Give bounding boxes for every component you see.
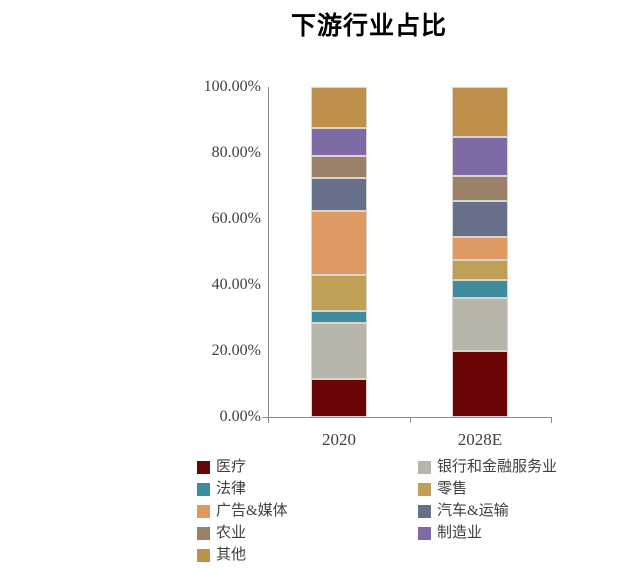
bar-segment-农业 [452,176,508,201]
legend-swatch-icon [197,483,210,496]
y-axis-line [268,87,269,418]
legend-label: 银行和金融服务业 [437,459,558,475]
legend-swatch-icon [418,461,431,474]
bar-segment-零售 [452,260,508,281]
bar-segment-零售 [311,275,367,312]
legend-label: 制造业 [437,525,483,541]
legend-swatch-icon [418,505,431,518]
legend-label: 广告&媒体 [216,503,288,519]
y-axis-tick-label: 100.00% [203,78,261,95]
y-axis-tick-label: 20.00% [211,342,261,359]
legend-swatch-icon [197,527,210,540]
bar-segment-银行和金融服务业 [452,298,508,351]
bar-segment-其他 [452,87,508,137]
stacked-bar-2028E [452,87,508,417]
legend-item-法律: 法律 [197,481,418,497]
legend-item-农业: 农业 [197,525,418,541]
x-axis-label-2028E: 2028E [457,430,503,449]
y-axis-tick-label: 40.00% [211,276,261,293]
chart-legend: 医疗 银行和金融服务业法律 零售广告&媒体 汽车&运输农业 制造业其他 [197,459,558,563]
x-axis-tick [268,417,269,423]
bar-segment-其他 [311,87,367,129]
legend-item-制造业: 制造业 [418,525,557,541]
legend-item-医疗: 医疗 [197,459,418,475]
bar-segment-制造业 [452,136,508,177]
x-axis-tick [551,417,552,423]
x-axis-label-2020: 2020 [322,430,356,449]
legend-label: 法律 [216,481,247,497]
legend-swatch-icon [418,483,431,496]
legend-swatch-icon [197,461,210,474]
bar-segment-广告&媒体 [452,237,508,261]
y-axis-tick-label: 0.00% [219,408,261,425]
bar-segment-农业 [311,156,367,178]
legend-item-广告&媒体: 广告&媒体 [197,503,418,519]
bar-segment-法律 [311,311,367,323]
y-axis-tick-label: 60.00% [211,210,261,227]
x-axis-tick [410,417,411,423]
legend-swatch-icon [197,549,210,562]
legend-item-汽车&运输: 汽车&运输 [418,503,557,519]
bar-segment-汽车&运输 [311,177,367,211]
legend-swatch-icon [197,505,210,518]
bar-segment-汽车&运输 [452,200,508,238]
legend-item-零售: 零售 [418,481,557,497]
legend-label: 农业 [216,525,247,541]
bar-segment-广告&媒体 [311,210,367,276]
legend-swatch-icon [418,527,431,540]
bar-segment-银行和金融服务业 [311,322,367,380]
legend-label: 医疗 [216,459,247,475]
legend-item-银行和金融服务业: 银行和金融服务业 [418,459,558,475]
bar-segment-医疗 [311,379,367,417]
legend-label: 其他 [216,547,247,563]
y-axis-tick-label: 80.00% [211,144,261,161]
stacked-bar-2020 [311,87,367,417]
chart-title: 下游行业占比 [290,12,447,40]
bar-segment-医疗 [452,351,508,417]
legend-item-其他: 其他 [197,547,418,563]
bar-segment-制造业 [311,128,367,157]
y-axis-tick [262,417,268,418]
bar-segment-法律 [452,280,508,299]
legend-label: 汽车&运输 [437,503,509,519]
legend-label: 零售 [437,481,468,497]
